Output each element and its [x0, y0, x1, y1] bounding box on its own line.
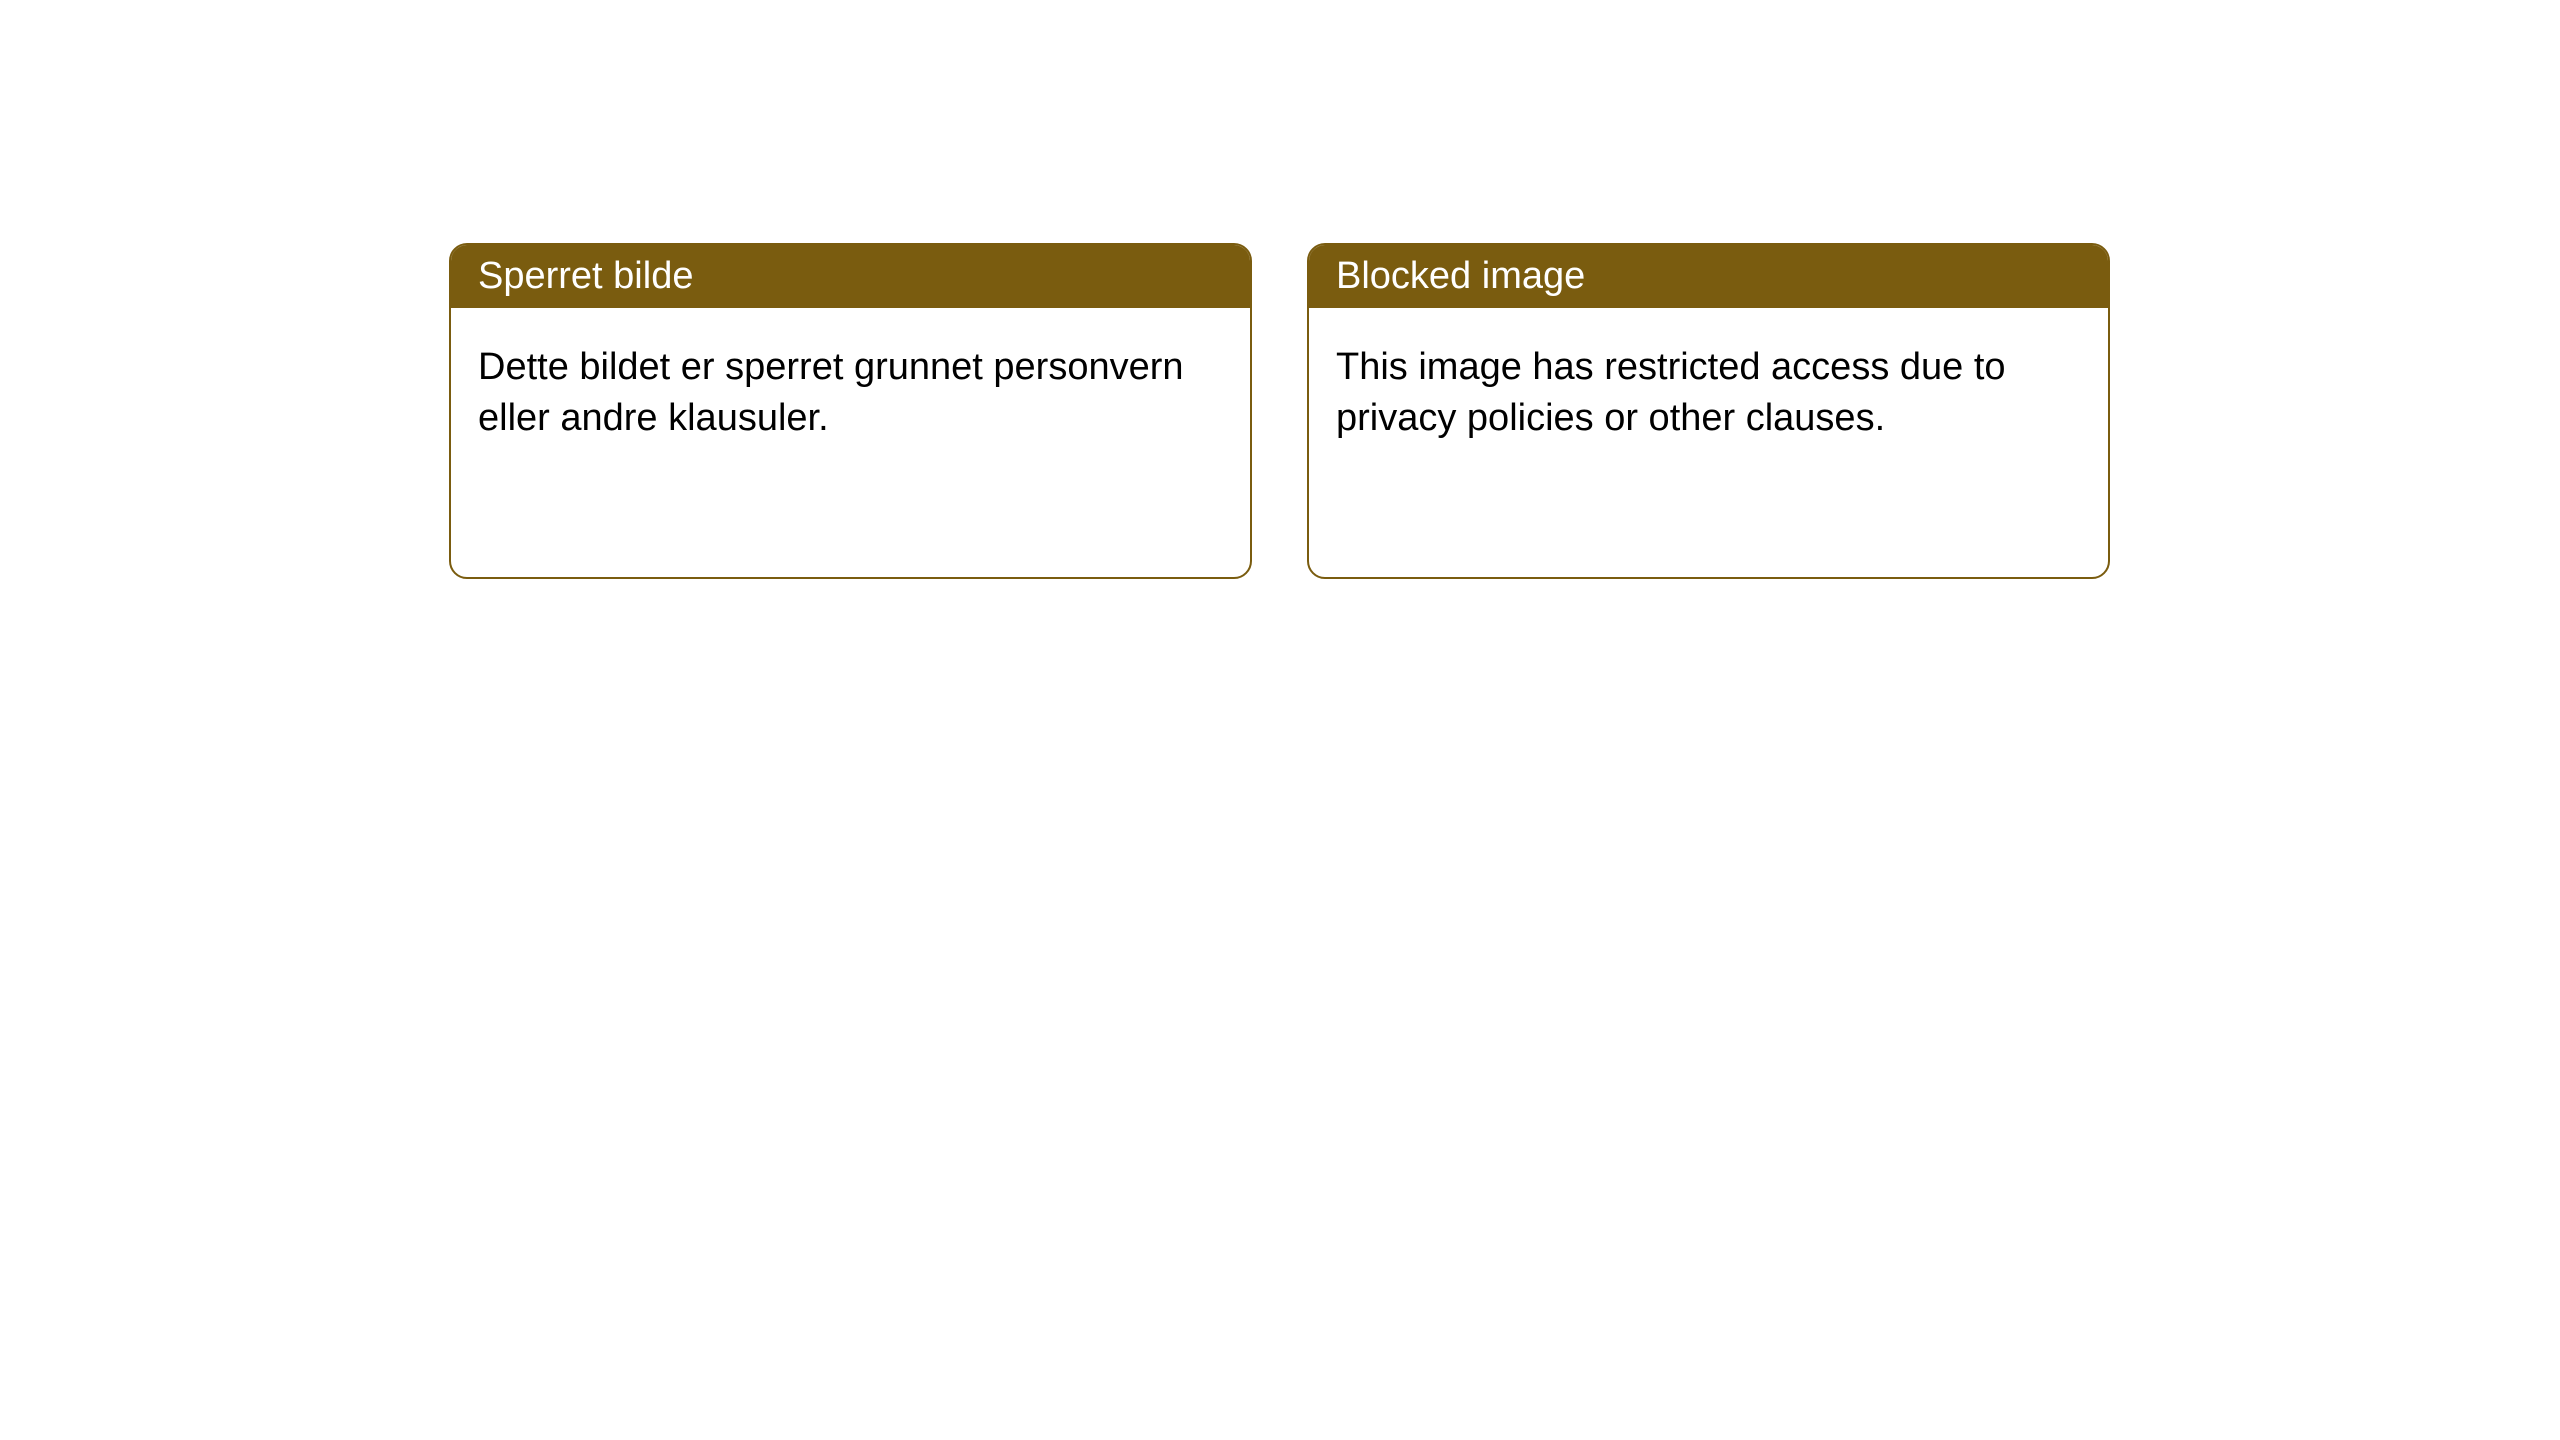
notice-container: Sperret bilde Dette bildet er sperret gr…: [0, 0, 2560, 579]
notice-header-no: Sperret bilde: [451, 245, 1250, 308]
notice-card-norwegian: Sperret bilde Dette bildet er sperret gr…: [449, 243, 1252, 579]
notice-body-en: This image has restricted access due to …: [1309, 308, 2108, 479]
notice-body-no: Dette bildet er sperret grunnet personve…: [451, 308, 1250, 479]
notice-header-en: Blocked image: [1309, 245, 2108, 308]
notice-card-english: Blocked image This image has restricted …: [1307, 243, 2110, 579]
